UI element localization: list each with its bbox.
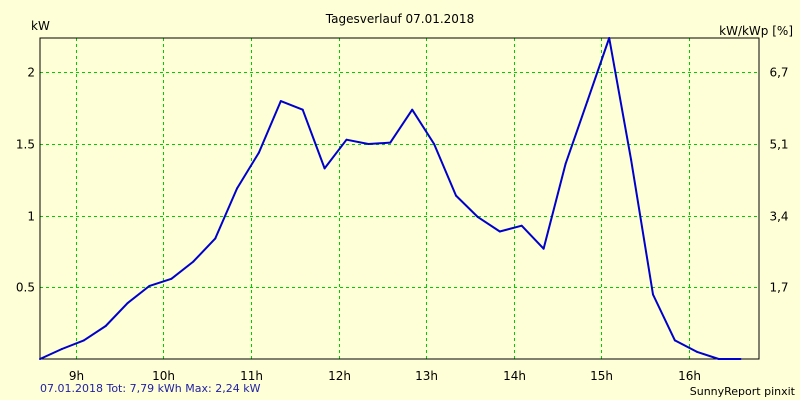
data-point [542,247,545,250]
data-point [673,339,676,342]
data-point [630,158,633,161]
footer-credit: SunnyReport pinxit [690,385,796,398]
plot-frame [39,37,760,360]
data-point [39,358,41,360]
data-point [192,260,195,263]
y-tick-label-left: 1.5 [16,138,35,152]
data-point [82,339,85,342]
data-point [214,237,217,240]
data-point [652,293,654,296]
tick-labels: 9h 10h 11h 12h 13h 14h 15h 16h 0.5 1 1.5 2 1,7 3,4 5,1… [16,66,789,384]
data-point [236,187,238,190]
x-tick-label: 10h [152,369,175,383]
data-point [564,163,567,166]
chart-title: Tagesverlauf 07.01.2018 [325,12,474,26]
data-point [170,277,173,280]
y-axis-left-label: kW [31,19,50,33]
data-point [739,358,742,360]
data-point [498,230,501,233]
x-tick-label: 15h [590,369,613,383]
data-point [367,143,370,145]
y-tick-label-left: 2 [27,66,35,80]
x-tick-label: 11h [240,369,263,383]
y-tick-label-left: 1 [27,210,35,224]
x-tick-label: 9h [69,369,84,383]
data-point [148,284,151,287]
x-tick-label: 13h [415,369,438,383]
y-tick-label-right: 1,7 [769,281,788,295]
data-point [257,151,260,154]
y-tick-label-right: 5,1 [769,138,788,152]
x-tick-label: 14h [503,369,526,383]
data-point [695,350,698,353]
x-tick-label: 12h [328,369,351,383]
data-point [717,358,720,360]
y-axis-right-label: kW/kWp [%] [719,24,793,38]
y-tick-label-right: 6,7 [769,66,788,80]
data-point [126,302,129,305]
data-point [279,100,282,103]
footer-summary: 07.01.2018 Tot: 7,79 kWh Max: 2,24 kW [40,382,261,395]
y-tick-label-right: 3,4 [769,210,788,224]
data-point [60,348,63,350]
data-point [323,167,326,170]
data-point [411,108,414,111]
y-tick-label-left: 0.5 [16,281,35,295]
data-point [433,143,436,145]
data-point [301,108,304,111]
data-point [520,224,523,227]
series-layer [39,37,742,360]
data-point [455,194,457,197]
data-point [476,216,479,219]
data-point [608,37,611,39]
x-tick-label: 16h [678,369,701,383]
data-point [586,100,589,103]
data-point [104,325,107,327]
data-point [345,138,348,141]
data-point [389,141,392,144]
